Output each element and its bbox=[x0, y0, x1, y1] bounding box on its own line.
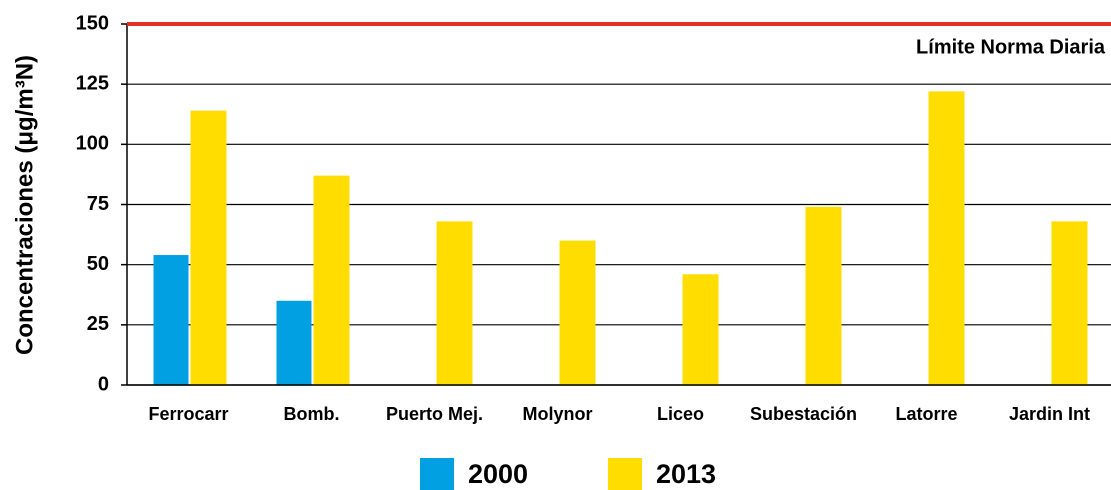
y-tick-label: 0 bbox=[98, 373, 109, 395]
y-tick-label: 25 bbox=[87, 313, 109, 335]
bar bbox=[313, 175, 350, 385]
x-tick-label: Subestación bbox=[750, 404, 857, 424]
legend-swatch bbox=[420, 458, 454, 490]
bar bbox=[682, 274, 719, 385]
bar bbox=[276, 300, 312, 385]
y-tick-label: 50 bbox=[87, 253, 109, 275]
bar bbox=[928, 91, 965, 386]
x-tick-label: Jardin Int bbox=[1009, 404, 1090, 424]
legend-label: 2000 bbox=[468, 459, 528, 489]
bar bbox=[436, 221, 473, 385]
bar bbox=[805, 206, 842, 385]
bar bbox=[190, 110, 227, 385]
legend-swatch bbox=[608, 458, 642, 490]
legend-label: 2013 bbox=[656, 459, 716, 489]
x-tick-label: Puerto Mej. bbox=[386, 404, 483, 424]
bar bbox=[559, 240, 596, 385]
y-tick-label: 125 bbox=[76, 72, 109, 94]
bar bbox=[153, 255, 189, 385]
x-tick-label: Latorre bbox=[895, 404, 957, 424]
x-tick-label: Bomb. bbox=[284, 404, 340, 424]
x-tick-label: Liceo bbox=[657, 404, 704, 424]
bar bbox=[1051, 221, 1088, 385]
reference-label: Límite Norma Diaria bbox=[916, 36, 1106, 58]
y-axis-label: Concentraciones (μg/m³N) bbox=[11, 55, 38, 355]
x-tick-label: Ferrocarr bbox=[148, 404, 228, 424]
y-tick-label: 75 bbox=[87, 193, 109, 215]
y-tick-label: 150 bbox=[76, 12, 109, 34]
y-tick-label: 100 bbox=[76, 133, 109, 155]
x-tick-label: Molynor bbox=[523, 404, 593, 424]
